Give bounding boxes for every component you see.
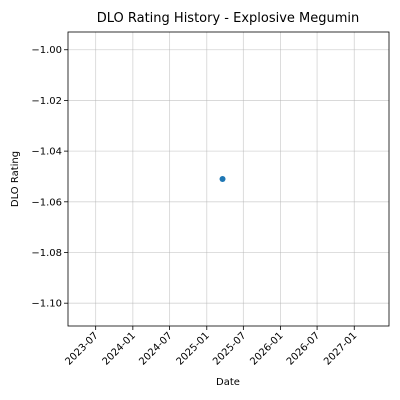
y-tick-label: −1.10 xyxy=(31,299,62,310)
y-tick-label: −1.00 xyxy=(31,45,62,56)
plot-area-frame xyxy=(67,31,390,327)
y-axis-label: DLO Rating xyxy=(10,151,21,207)
data-point xyxy=(219,176,226,182)
x-axis-label: Date xyxy=(216,377,240,388)
y-tick-label: −1.02 xyxy=(31,96,62,107)
y-tick-label: −1.04 xyxy=(31,147,62,158)
y-tick-label: −1.08 xyxy=(31,248,62,259)
y-tick-label: −1.06 xyxy=(31,197,62,208)
chart-title: DLO Rating History - Explosive Megumin xyxy=(97,11,360,26)
